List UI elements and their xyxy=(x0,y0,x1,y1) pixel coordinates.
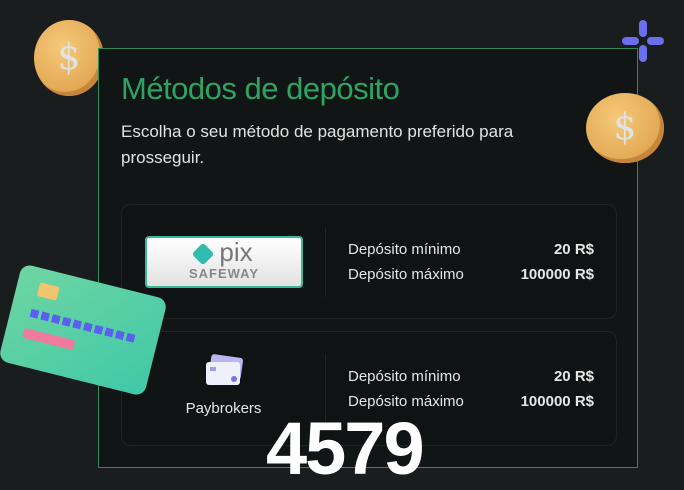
credit-card-icon xyxy=(206,354,243,385)
method-card-paybrokers[interactable]: Paybrokers Depósito mínimo 20 R$ Depósito… xyxy=(121,331,617,446)
min-label: Depósito mínimo xyxy=(348,368,461,385)
pix-logo-text: pix xyxy=(219,237,253,267)
sparkle-icon xyxy=(622,20,664,62)
paybrokers-label: Paybrokers xyxy=(185,400,262,417)
pix-icon xyxy=(192,242,215,266)
overlay-number: 4579 xyxy=(266,407,425,490)
min-value: 20 R$ xyxy=(553,241,594,258)
page-title: Métodos de depósito xyxy=(121,71,400,106)
max-label: Depósito máximo xyxy=(348,393,464,410)
divider xyxy=(325,354,326,424)
divider xyxy=(325,227,326,297)
min-value: 20 R$ xyxy=(553,368,594,385)
max-value: 100000 R$ xyxy=(520,393,594,410)
pix-safeway-logo: pix SAFEWAY xyxy=(145,236,303,288)
max-value: 100000 R$ xyxy=(520,266,594,283)
method-card-pix[interactable]: pix SAFEWAY Depósito mínimo 20 R$ Depósit… xyxy=(121,204,617,319)
page-subtitle: Escolha o seu método de pagamento prefer… xyxy=(121,122,514,167)
max-label: Depósito máximo xyxy=(348,266,464,283)
safeway-text: SAFEWAY xyxy=(188,266,260,281)
deposit-methods-panel: Métodos de depósito Escolha o seu método… xyxy=(98,48,638,468)
coin-decoration-icon: $ xyxy=(586,93,664,163)
coin-decoration-icon: $ xyxy=(34,20,104,96)
min-label: Depósito mínimo xyxy=(348,241,461,258)
